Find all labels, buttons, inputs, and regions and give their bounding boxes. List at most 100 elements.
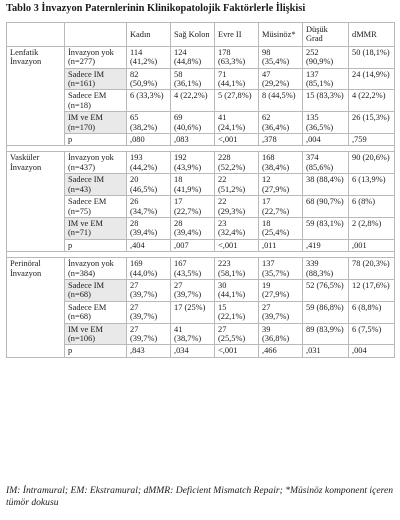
spacer-cell [6, 251, 395, 258]
table-cell: ,031 [302, 344, 349, 358]
column-header: Kadın [126, 22, 171, 47]
table-cell: 71 (44,1%) [214, 67, 259, 91]
row-label: IM ve EM (n=71) [64, 216, 127, 240]
table-cell: 23 (32,4%) [214, 216, 259, 240]
table-cell: 135 (36,5%) [302, 111, 349, 135]
table-cell: 59 (86,8%) [302, 300, 349, 324]
section-label: Vasküler İnvazyon [6, 151, 65, 253]
table-cell: ,759 [348, 133, 395, 147]
table-cell: 27 (39,7%) [126, 278, 171, 302]
table-cell: ,083 [170, 133, 215, 147]
row-label: IM ve EM (n=106) [64, 322, 127, 346]
table-cell: 39 (36,8%) [258, 322, 303, 346]
table-cell: 374 (85,6%) [302, 151, 349, 175]
table-cell: 12 (27,9%) [258, 173, 303, 197]
table-row: Sadece IM (n=43) 20 (46,5%) 18 (41,9%) 22 (… [7, 173, 395, 197]
table-cell: 28 (39,4%) [126, 216, 171, 240]
footnote: IM: İntramural; EM: Ekstramural; dMMR: D… [6, 485, 394, 508]
table-cell: 6 (8,8%) [348, 300, 395, 324]
table-cell: 19 (27,9%) [258, 278, 303, 302]
table-cell: ,001 [348, 238, 395, 253]
table-cell: 30 (44,1%) [214, 278, 259, 302]
table-row: p ,404,007 <,001,011,419,001 [7, 238, 395, 253]
column-header: Evre II [214, 22, 259, 47]
table-cell: 82 (50,9%) [126, 67, 171, 91]
table-cell: 17 (22,7%) [258, 195, 303, 218]
data-table: Kadın Sağ Kolon Evre II Müsinöz* Düşük G… [6, 22, 395, 358]
table-cell: ,004 [302, 133, 349, 147]
table-cell: 169 (44,0%) [126, 257, 171, 280]
table-cell: 27 (39,7%) [126, 322, 171, 346]
table-row: Vasküler İnvazyon İnvazyon yok (n=437) 193… [6, 151, 395, 253]
table-row: p ,080,083 <,001,378,004,759 [7, 133, 395, 147]
table-cell: 27 (39,7%) [170, 278, 215, 302]
row-label: Sadece IM (n=161) [64, 67, 127, 91]
table-cell: ,007 [170, 238, 215, 253]
row-label: p [64, 238, 127, 253]
table-cell: 17 (22,7%) [170, 195, 215, 218]
table-row: Sadece IM (n=68) 27 (39,7%) 27 (39,7%) 30 (… [7, 278, 395, 302]
spacer-cell [6, 145, 395, 152]
table-cell: 8 (44,5%) [258, 89, 303, 113]
table-cell: 41 (38,7%) [170, 322, 215, 346]
table-cell: ,004 [348, 344, 395, 358]
table-cell: 38 (88,4%) [302, 173, 349, 197]
table-cell: 4 (22,2%) [348, 89, 395, 113]
table-cell: 2 (2,8%) [348, 216, 395, 240]
table-cell: 6 (8%) [348, 195, 395, 218]
table-cell: <,001 [214, 344, 259, 358]
table-cell: 137 (85,1%) [302, 67, 349, 91]
table-cell: 114 (41,2%) [126, 45, 171, 69]
table-cell: ,419 [302, 238, 349, 253]
table-row: Sadece EM (n=18) 6 (33,3%) 4 (22,2%) 5 (27,… [7, 89, 395, 113]
table-title: Tablo 3 İnvazyon Paternlerinin Klinikopa… [6, 3, 306, 14]
table-cell: 22 (29,3%) [214, 195, 259, 218]
table-row: IM ve EM (n=170) 65 (38,2%) 69 (40,6%) 41 (… [7, 111, 395, 135]
table-row: IM ve EM (n=71) 28 (39,4%) 28 (39,4%) 23 (3… [7, 216, 395, 240]
row-label: İnvazyon yok (n=384) [64, 257, 127, 280]
row-label: İnvazyon yok (n=277) [64, 45, 127, 69]
table-cell: 17 (25%) [170, 300, 215, 324]
table-cell: 26 (15,3%) [348, 111, 395, 135]
table-cell: 192 (43,9%) [170, 151, 215, 175]
table-cell: 228 (52,2%) [214, 151, 259, 175]
table-cell: 137 (35,7%) [258, 257, 303, 280]
section-spacer [6, 145, 395, 152]
table-cell: ,034 [170, 344, 215, 358]
table-cell: 22 (51,2%) [214, 173, 259, 197]
column-header: Düşük Grad [302, 22, 349, 47]
table-cell: 168 (38,4%) [258, 151, 303, 175]
column-header: dMMR [348, 22, 395, 47]
row-label: İnvazyon yok (n=437) [64, 151, 127, 175]
table-cell: 167 (43,5%) [170, 257, 215, 280]
table-cell: 98 (35,4%) [258, 45, 303, 69]
table-cell: 223 (58,1%) [214, 257, 259, 280]
table-cell: 68 (90,7%) [302, 195, 349, 218]
table-cell: 41 (24,1%) [214, 111, 259, 135]
table-cell: 90 (20,6%) [348, 151, 395, 175]
table-cell: 6 (13,9%) [348, 173, 395, 197]
row-label: Sadece EM (n=75) [64, 195, 127, 218]
table-body: Lenfatik İnvazyon İnvazyon yok (n=277) 114… [6, 45, 395, 358]
table-cell: 178 (63,3%) [214, 45, 259, 69]
table-cell: 52 (76,5%) [302, 278, 349, 302]
section-label: Lenfatik İnvazyon [6, 45, 65, 147]
column-header: Sağ Kolon [170, 22, 215, 47]
section-label: Perinöral İnvazyon [6, 257, 65, 358]
table-cell: 252 (90,9%) [302, 45, 349, 69]
table-cell: 339 (88,3%) [302, 257, 349, 280]
table-cell: 62 (36,4%) [258, 111, 303, 135]
column-header: Müsinöz* [258, 22, 303, 47]
table-cell: 193 (44,2%) [126, 151, 171, 175]
table-cell: 24 (14,9%) [348, 67, 395, 91]
table-cell: 27 (25,5%) [214, 322, 259, 346]
table-cell: 47 (29,2%) [258, 67, 303, 91]
table-cell: 27 (39,7%) [126, 300, 171, 324]
table-cell: 15 (22,1%) [214, 300, 259, 324]
header-corner-2 [64, 22, 127, 47]
table-row: IM ve EM (n=106) 27 (39,7%) 41 (38,7%) 27 (… [7, 322, 395, 346]
table-cell: 89 (83,9%) [302, 322, 349, 346]
table-row: Sadece EM (n=68) 27 (39,7%) 17 (25%) 15 (22… [7, 300, 395, 324]
table-cell: ,080 [126, 133, 171, 147]
table-cell: 6 (7,5%) [348, 322, 395, 346]
